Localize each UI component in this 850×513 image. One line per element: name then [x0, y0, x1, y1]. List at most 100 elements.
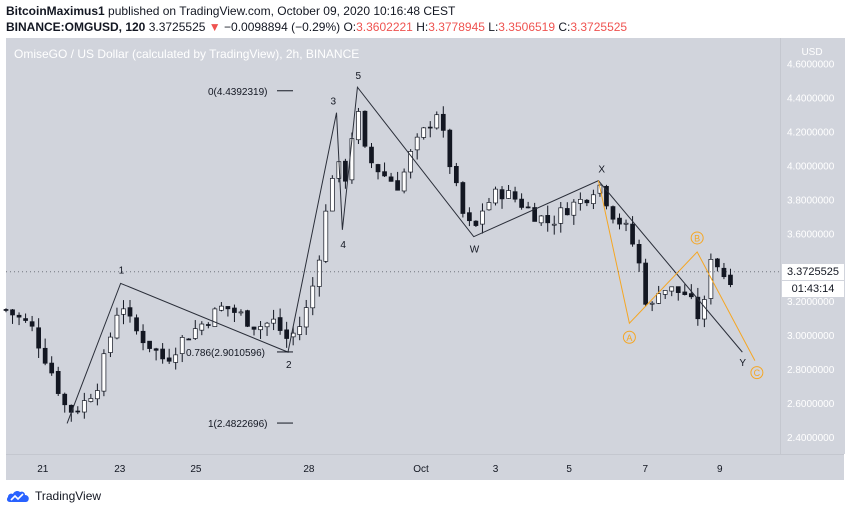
candle-body	[362, 110, 368, 147]
candle	[525, 201, 531, 209]
wave-label-w: W	[470, 245, 480, 256]
candle-body	[480, 210, 485, 225]
candle-body	[49, 362, 55, 374]
candle-body	[604, 185, 609, 207]
candle-body	[62, 393, 68, 406]
candle	[101, 349, 107, 397]
candle	[669, 286, 675, 297]
candle	[695, 287, 701, 326]
candle-body	[95, 390, 100, 400]
candle-body	[343, 160, 348, 182]
candle-body	[473, 220, 479, 226]
candle	[362, 110, 368, 148]
candle-body	[525, 206, 531, 209]
candle-body	[617, 217, 622, 225]
ohlc-line: BINANCE:OMGUSD, 120 3.3725525 ▼ −0.00988…	[6, 20, 627, 34]
candle-body	[10, 309, 15, 316]
candle	[264, 321, 270, 336]
candle-body	[140, 330, 146, 344]
wave-label-x: X	[598, 165, 605, 176]
candle	[656, 285, 662, 305]
candle-body	[630, 223, 635, 245]
candle-body	[571, 201, 577, 216]
y-tick-label: 4.6000000	[787, 59, 835, 70]
candle	[453, 162, 459, 187]
candle	[408, 149, 414, 179]
y-tick-label: 3.2000000	[787, 297, 835, 308]
symbol-label[interactable]: BINANCE:OMGUSD, 120	[6, 20, 146, 34]
candle	[591, 189, 596, 210]
footer	[0, 480, 850, 513]
candle-body	[669, 286, 675, 292]
candle	[564, 202, 570, 216]
candle	[369, 143, 374, 169]
close-value: 3.3725525	[570, 20, 628, 34]
candle-body	[179, 337, 185, 354]
wave-label-3: 3	[331, 97, 337, 108]
y-axis-unit: USD	[801, 47, 822, 58]
candle	[277, 308, 283, 335]
high-value: 3.3778945	[428, 20, 485, 34]
bar-countdown: 01:43:14	[782, 280, 844, 297]
candle-body	[127, 307, 133, 317]
published-text: published on TradingView.com, October 09…	[108, 4, 456, 18]
candle	[225, 306, 231, 317]
candle-body	[356, 111, 361, 141]
candle-body	[486, 202, 492, 211]
candle	[303, 299, 309, 335]
candle	[571, 199, 577, 225]
candles-layer	[3, 106, 733, 422]
candle-body	[506, 190, 511, 199]
candle-body	[708, 259, 714, 299]
candle	[551, 215, 557, 235]
candle	[434, 111, 440, 130]
candle-body	[55, 370, 61, 394]
candle-body	[329, 178, 335, 212]
candle-body	[447, 129, 453, 168]
price-axis[interactable]	[780, 38, 845, 454]
candle-body	[577, 199, 583, 204]
candle-body	[238, 311, 244, 314]
author-name[interactable]: BitcoinMaximus1	[6, 4, 105, 18]
candle-body	[297, 326, 303, 335]
candle	[323, 204, 329, 264]
abc-correction-line	[597, 180, 756, 361]
candle	[512, 186, 518, 203]
last-price: 3.3725525	[148, 20, 206, 34]
x-tick-labels: 21 23 25 28 Oct 3 5 7 9	[37, 464, 723, 475]
candle	[140, 324, 146, 351]
candle	[179, 335, 185, 363]
abc-label-circle	[750, 366, 764, 380]
candle	[506, 185, 511, 200]
candle-body	[284, 329, 289, 339]
candle	[186, 338, 192, 341]
candle	[16, 312, 22, 326]
tradingview-logo[interactable]: TradingView	[6, 489, 101, 503]
chart-plot-area[interactable]	[6, 38, 780, 454]
candle	[75, 406, 81, 415]
x-tick-label: 9	[717, 464, 723, 475]
wave-lines-layer	[66, 85, 756, 424]
price-change: −0.0098894 (−0.29%)	[224, 20, 341, 34]
x-tick-label: 3	[493, 464, 499, 475]
candle-body	[636, 244, 642, 264]
fib-level-label: 0.786(2.9010596)	[186, 348, 265, 359]
candle-body	[460, 182, 466, 214]
time-axis[interactable]	[6, 454, 844, 481]
wave-label-4: 4	[340, 240, 346, 251]
y-tick-label: 4.0000000	[787, 161, 835, 172]
candle-body	[728, 274, 733, 286]
candle-body	[649, 302, 655, 305]
y-tick-label: 4.4000000	[787, 93, 835, 104]
candle	[708, 253, 714, 305]
candle-body	[675, 286, 681, 293]
candle	[153, 347, 159, 361]
open-label: O:	[343, 20, 357, 34]
candle	[160, 343, 165, 364]
candle	[388, 172, 394, 182]
candle	[643, 258, 648, 307]
candle-body	[408, 151, 414, 173]
candle	[473, 220, 479, 228]
low-value: 3.3506519	[498, 20, 556, 34]
